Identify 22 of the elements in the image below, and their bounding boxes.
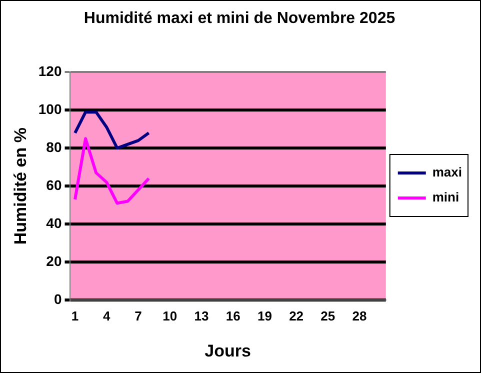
- y-tick-label: 0: [54, 290, 62, 307]
- x-tick-label: 1: [71, 308, 79, 324]
- y-tick-label: 60: [46, 176, 62, 193]
- x-tick-label: 4: [103, 308, 112, 324]
- x-tick-label: 28: [352, 308, 367, 324]
- y-axis-title: Humidité en %: [10, 128, 30, 245]
- y-tick-label: 100: [38, 101, 62, 118]
- legend-label: maxi: [432, 164, 462, 180]
- y-tick-label: 20: [46, 252, 62, 269]
- y-tick-label: 80: [46, 138, 62, 155]
- x-axis-title: Jours: [204, 341, 251, 360]
- x-tick-label: 22: [289, 308, 304, 324]
- x-tick-label: 16: [226, 308, 240, 324]
- legend-label: mini: [432, 190, 460, 205]
- y-tick-label: 120: [38, 63, 62, 80]
- x-tick-label: 25: [320, 308, 336, 324]
- x-tick-label: 19: [257, 308, 272, 324]
- chart-title: Humidité maxi et mini de Novembre 2025: [84, 10, 396, 28]
- x-tick-label: 13: [194, 308, 209, 324]
- x-tick-label: 7: [134, 308, 142, 324]
- y-tick-label: 40: [46, 214, 62, 231]
- x-tick-label: 10: [162, 308, 178, 324]
